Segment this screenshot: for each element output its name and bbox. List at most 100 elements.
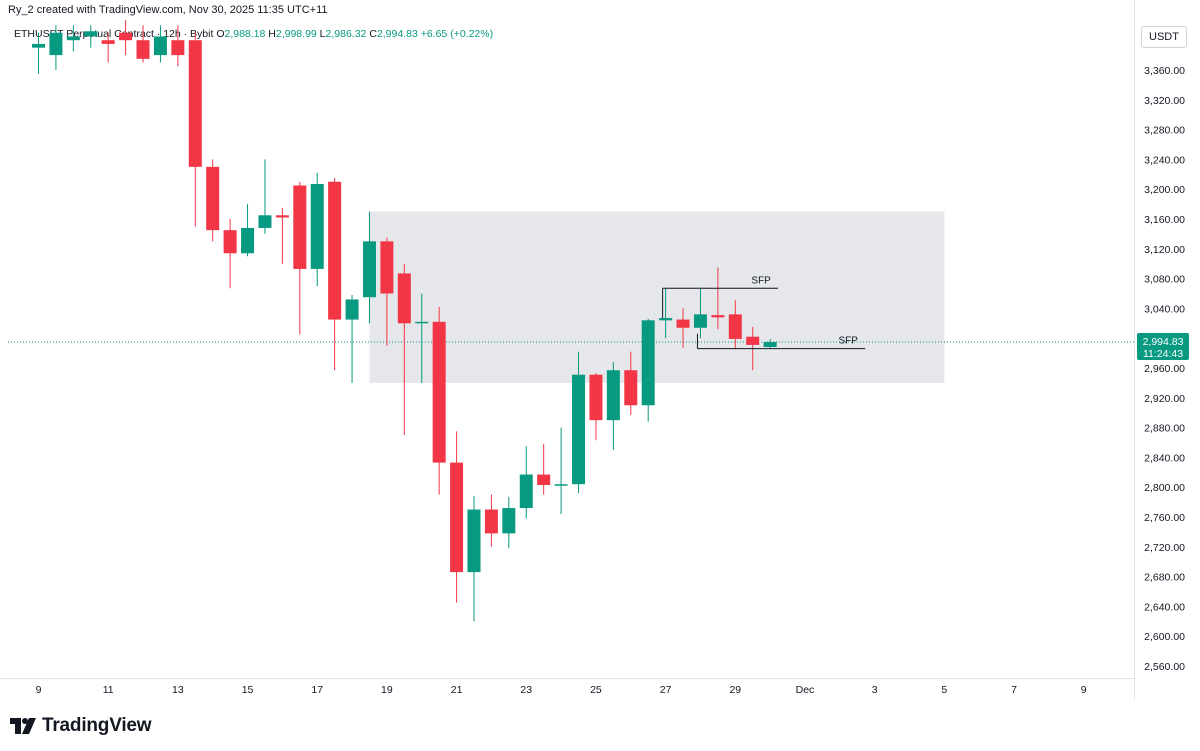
price-tick-label: 2,720.00 [1144,542,1185,554]
price-tick-label: 2,880.00 [1144,423,1185,435]
open-label: O [216,28,225,40]
candle-body[interactable] [119,32,133,41]
last-price-label: 2,994.83 [1143,336,1184,348]
candle-body[interactable] [693,314,707,328]
close-label: C [369,28,377,40]
candle-body[interactable] [484,509,498,534]
open-value: 2,988.18 [224,28,266,40]
time-tick-label: 27 [660,684,672,696]
price-tick-label: 3,240.00 [1144,154,1185,166]
price-tick-label: 3,280.00 [1144,125,1185,137]
price-tick-label: 3,120.00 [1144,244,1185,256]
candle-body[interactable] [171,40,185,56]
tradingview-brand-name: TradingView [42,715,152,736]
candle-body[interactable] [676,319,690,328]
price-tick-label: 3,080.00 [1144,274,1185,286]
price-tick-label: 3,040.00 [1144,303,1185,315]
price-tick-label: 3,200.00 [1144,184,1185,196]
candle-body[interactable] [537,474,551,485]
candle-body[interactable] [223,230,237,254]
time-tick-label: 9 [36,684,42,696]
candle-body[interactable] [450,462,464,573]
time-tick-label: 9 [1081,684,1087,696]
time-tick-label: 3 [872,684,878,696]
currency-selector[interactable]: USDT [1141,26,1187,48]
candle-body[interactable] [310,183,324,269]
candle-body[interactable] [345,299,359,320]
candle-body[interactable] [293,185,307,269]
candles-group [32,20,777,622]
candle-body[interactable] [66,36,80,41]
high-value: 2,998.99 [275,28,317,40]
time-tick-label: 13 [172,684,184,696]
candle-body[interactable] [362,241,376,298]
candle-body[interactable] [711,315,725,318]
candle-body[interactable] [432,321,446,463]
close-value: 2,994.83 [376,28,418,40]
candle-body[interactable] [32,43,45,48]
candle-body[interactable] [415,321,429,324]
tradingview-logo-icon [10,718,36,734]
price-tick-label: 2,640.00 [1144,601,1185,613]
candle-body[interactable] [136,40,150,59]
time-tick-label: 5 [941,684,947,696]
price-tick-label: 2,760.00 [1144,512,1185,524]
candle-body[interactable] [241,227,255,254]
price-tick-label: 3,320.00 [1144,95,1185,107]
sfp-label: SFP [751,275,771,286]
low-value: 2,986.32 [325,28,367,40]
candle-body[interactable] [659,318,673,321]
time-tick-label: 23 [520,684,532,696]
last-price-tag [1137,333,1189,361]
candle-body[interactable] [84,31,98,37]
time-tick-label: Dec [796,684,815,696]
time-tick-label: 7 [1011,684,1017,696]
candle-body[interactable] [467,509,481,573]
range-zone[interactable] [369,211,945,383]
time-tick-label: 21 [451,684,463,696]
candle-body[interactable] [606,370,620,421]
time-tick-label: 15 [242,684,254,696]
candle-body[interactable] [589,374,603,421]
candle-body[interactable] [502,508,516,534]
price-tick-label: 3,160.00 [1144,214,1185,226]
price-tick-label: 2,600.00 [1144,631,1185,643]
price-tick-label: 2,560.00 [1144,661,1185,673]
candle-body[interactable] [380,241,394,294]
candle-body[interactable] [624,370,638,406]
candle-body[interactable] [101,40,115,44]
change-value: +6.65 (+0.22%) [420,28,494,40]
price-tick-label: 3,360.00 [1144,65,1185,77]
candle-body[interactable] [258,215,272,228]
time-tick-label: 25 [590,684,602,696]
candle-body[interactable] [746,336,760,345]
candle-body[interactable] [206,166,220,231]
candle-body[interactable] [519,474,533,509]
time-tick-label: 11 [103,684,114,696]
candle-body[interactable] [763,342,777,348]
price-tick-label: 2,840.00 [1144,452,1185,464]
price-tick-label: 2,960.00 [1144,363,1185,375]
price-tick-label: 2,920.00 [1144,393,1185,405]
candle-body[interactable] [397,273,411,324]
candle-body[interactable] [275,215,289,218]
bar-countdown-label: 11:24:43 [1143,348,1183,360]
candle-body[interactable] [328,181,342,320]
candle-body[interactable] [49,32,63,56]
candle-body[interactable] [572,374,586,485]
candle-body[interactable] [188,40,202,167]
time-tick-label: 17 [311,684,323,696]
price-tick-label: 2,800.00 [1144,482,1185,494]
sfp-label: SFP [839,336,859,347]
candle-body[interactable] [728,314,742,339]
chart-credit: Ry_2 created with TradingView.com, Nov 3… [8,4,328,16]
time-tick-label: 19 [381,684,393,696]
price-tick-label: 2,680.00 [1144,572,1185,584]
candle-body[interactable] [641,320,655,406]
high-label: H [268,28,276,40]
candle-body[interactable] [153,36,167,56]
time-tick-label: 29 [729,684,741,696]
tradingview-logo: TradingView [10,715,152,737]
candle-body[interactable] [554,484,568,486]
